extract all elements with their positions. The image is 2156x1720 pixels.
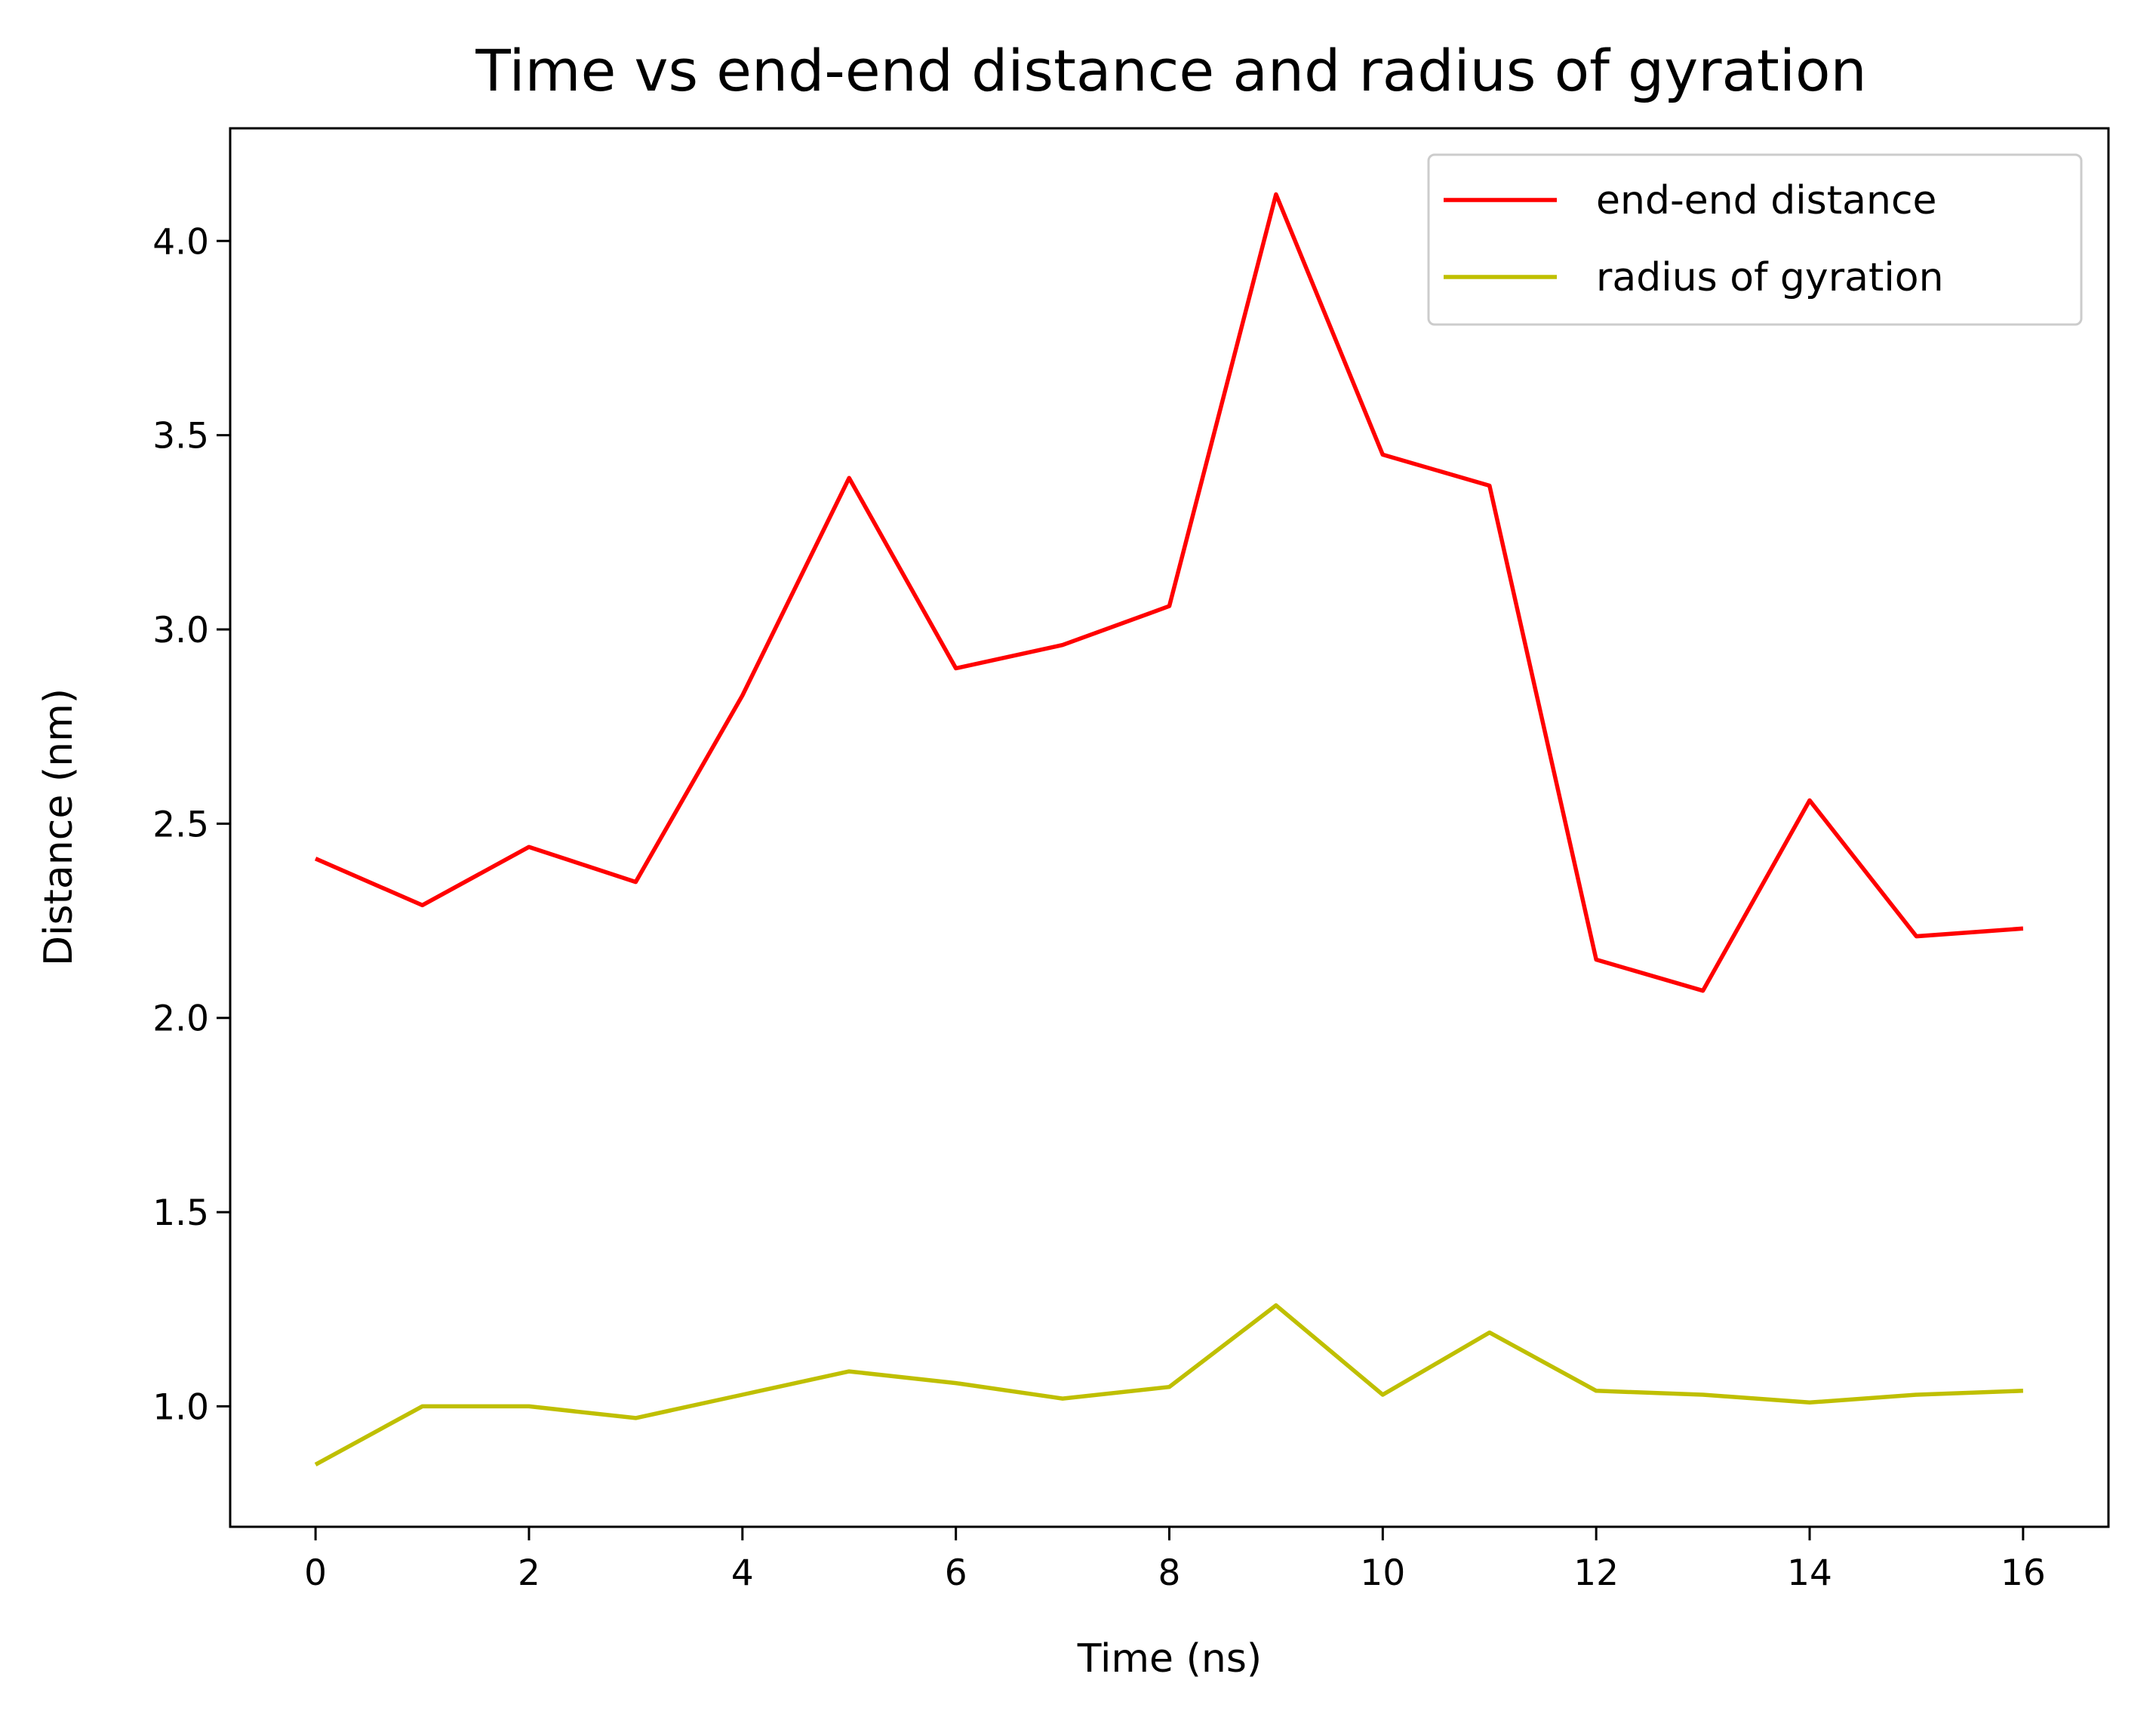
x-tick-label: 16 [2001, 1552, 2046, 1594]
legend: end-end distance radius of gyration [1427, 153, 2083, 326]
y-tick-label: 2.5 [152, 804, 209, 845]
y-axis: 1.0 1.5 2.0 2.5 3.0 3.5 4.0 [152, 221, 230, 1428]
x-tick-label: 4 [731, 1552, 754, 1594]
y-tick-label: 3.5 [152, 416, 209, 457]
y-tick-label: 3.0 [152, 610, 209, 651]
legend-box [1427, 153, 2083, 326]
plot-area [314, 192, 2024, 1467]
series-line-radius-of-gyration [314, 1303, 2024, 1467]
x-tick-label: 0 [304, 1552, 327, 1594]
y-axis-label: Distance (nm) [36, 688, 82, 966]
y-tick-label: 1.5 [152, 1192, 209, 1234]
chart-title: Time vs end-end distance and radius of g… [475, 37, 1866, 104]
x-axis: 0 2 4 6 8 10 12 14 16 [304, 1527, 2046, 1594]
x-axis-label: Time (ns) [1077, 1636, 1262, 1682]
y-tick-label: 1.0 [152, 1386, 209, 1428]
x-tick-label: 2 [518, 1552, 540, 1594]
x-tick-label: 6 [945, 1552, 967, 1594]
legend-label-end-end-distance: end-end distance [1596, 178, 1937, 223]
y-tick-label: 2.0 [152, 998, 209, 1040]
x-tick-label: 10 [1360, 1552, 1405, 1594]
x-tick-label: 12 [1573, 1552, 1619, 1594]
x-tick-label: 14 [1787, 1552, 1832, 1594]
x-tick-label: 8 [1158, 1552, 1181, 1594]
legend-label-radius-of-gyration: radius of gyration [1596, 255, 1944, 300]
y-tick-label: 4.0 [152, 221, 209, 263]
series-line-end-end-distance [315, 192, 2024, 993]
